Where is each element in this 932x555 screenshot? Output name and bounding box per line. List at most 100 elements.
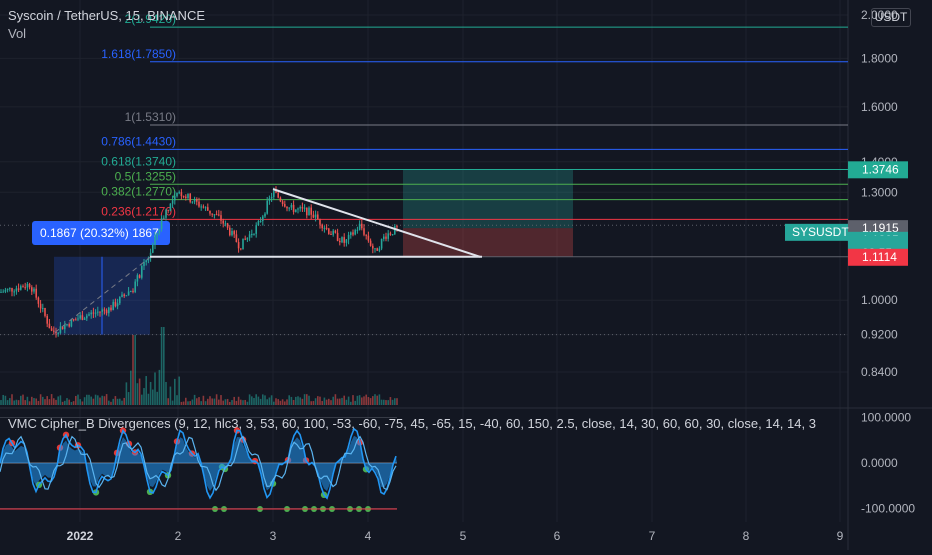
candle-body	[160, 218, 163, 229]
fib-level-label: 1.618(1.7850)	[101, 47, 176, 61]
candle-body	[202, 206, 205, 208]
candle-body	[222, 220, 224, 224]
position-profit-zone[interactable]	[403, 169, 573, 229]
candle-body	[37, 297, 40, 304]
volume-bar	[178, 376, 180, 405]
currency-badge[interactable]: USDT	[871, 8, 911, 27]
volume-bar	[330, 400, 332, 405]
price-tag-bg	[848, 161, 908, 179]
candle-body	[39, 303, 42, 309]
price-axis-label[interactable]: 1.3000	[861, 185, 898, 199]
candle-body	[372, 245, 374, 249]
candle-body	[257, 221, 260, 226]
price-axis-label[interactable]: 1.6000	[861, 100, 898, 114]
time-axis-label[interactable]: 4	[365, 529, 372, 543]
price-axis-label[interactable]: 1.0000	[861, 293, 898, 307]
candle-body	[4, 289, 7, 292]
price-axis-label[interactable]: 1.8000	[861, 51, 898, 65]
candle-body	[136, 275, 139, 282]
volume-bar	[6, 400, 9, 405]
volume-bar	[174, 378, 176, 405]
trendlines[interactable]	[54, 188, 482, 333]
candle-body	[158, 228, 161, 234]
time-axis-label[interactable]: 6	[554, 529, 561, 543]
candle-body	[317, 214, 319, 220]
candle-body	[266, 200, 268, 214]
price-axis-label[interactable]: 0.8400	[861, 365, 898, 379]
symbol-title[interactable]: Syscoin / TetherUS, 15, BINANCE	[8, 8, 206, 23]
volume-bar	[343, 395, 345, 405]
volume-bar	[0, 400, 2, 405]
candle-body	[259, 221, 262, 223]
candle-body	[209, 210, 211, 214]
volume-bar	[182, 401, 185, 405]
descending-trendline[interactable]	[272, 188, 481, 258]
volume-bar	[66, 398, 68, 405]
candle-body	[336, 232, 339, 241]
volume-bar	[220, 395, 222, 405]
oscillator-pane[interactable]: VMC Cipher_B Divergences (9, 12, hlc3, 3…	[0, 416, 816, 512]
volume-bar	[136, 383, 139, 405]
volume-bar	[277, 399, 279, 405]
candle-body	[387, 233, 389, 239]
time-axis-label[interactable]: 2022	[67, 529, 94, 543]
price-axis-label[interactable]: 2.0000	[861, 8, 898, 22]
volume-bar	[160, 327, 163, 405]
candle-body	[196, 199, 198, 202]
volume-bar	[363, 396, 365, 405]
candle-body	[143, 262, 145, 267]
volume-bar	[50, 394, 53, 405]
candle-body	[42, 307, 44, 309]
candle-body	[341, 237, 343, 243]
time-axis-label[interactable]: 3	[270, 529, 277, 543]
candle-body	[279, 197, 282, 202]
volume-bar	[211, 398, 213, 405]
oscillator-label[interactable]: VMC Cipher_B Divergences (9, 12, hlc3, 3…	[8, 416, 816, 431]
candle-body	[138, 275, 141, 278]
position-stop-zone[interactable]	[403, 228, 573, 257]
candle-body	[105, 310, 108, 314]
candle-body	[273, 190, 275, 197]
fib-level-label: 0.618(1.3740)	[101, 154, 176, 168]
volume-bar	[125, 382, 128, 405]
wave-trend-signal-line	[0, 435, 397, 492]
price-axis-label[interactable]: 0.9200	[861, 328, 898, 342]
long-position-box[interactable]	[403, 169, 573, 257]
candle-body	[385, 236, 387, 239]
candle-body	[275, 190, 277, 193]
volume-bar	[105, 394, 108, 405]
volume-bar	[202, 395, 205, 405]
measure-tool[interactable]: 0.1867 (20.32%) 1867	[32, 221, 170, 335]
time-axis-label[interactable]: 2	[175, 529, 182, 543]
oscillator-axis-label[interactable]: 0.0000	[861, 456, 898, 470]
candle-body	[288, 207, 290, 209]
volume-label[interactable]: Vol	[8, 26, 27, 41]
oscillator-axis-label[interactable]: 100.0000	[861, 411, 911, 425]
volume-bar	[138, 378, 141, 405]
oscillator-axis-label[interactable]: -100.0000	[861, 502, 915, 516]
volume-bar	[259, 398, 262, 405]
candle-body	[127, 291, 130, 296]
time-axis-label[interactable]: 7	[649, 529, 656, 543]
candle-body	[308, 207, 310, 216]
volume-bar	[22, 394, 24, 405]
measure-label-box	[32, 221, 170, 245]
time-axis-label[interactable]: 8	[743, 529, 750, 543]
candle-body	[306, 207, 308, 216]
candle-body	[332, 230, 334, 235]
price-axis[interactable]: 2.00001.80001.60001.40001.30001.00000.92…	[861, 8, 915, 516]
volume-bar	[86, 394, 88, 405]
time-axis-label[interactable]: 5	[460, 529, 467, 543]
volume-bar	[39, 394, 42, 405]
candle-body	[15, 288, 18, 292]
fib-extension[interactable]: 2(1.9420) 1.618(1.7850) 1(1.5310) 0.786(1.4…	[0, 12, 848, 336]
volume-bar	[108, 400, 110, 405]
time-axis-label[interactable]: 9	[837, 529, 844, 543]
volume-bar	[321, 401, 323, 405]
candle-body	[270, 196, 273, 199]
candle-body	[79, 315, 81, 319]
time-axis[interactable]: 2022 2 3 4 5 6 7 8 9	[67, 529, 844, 543]
